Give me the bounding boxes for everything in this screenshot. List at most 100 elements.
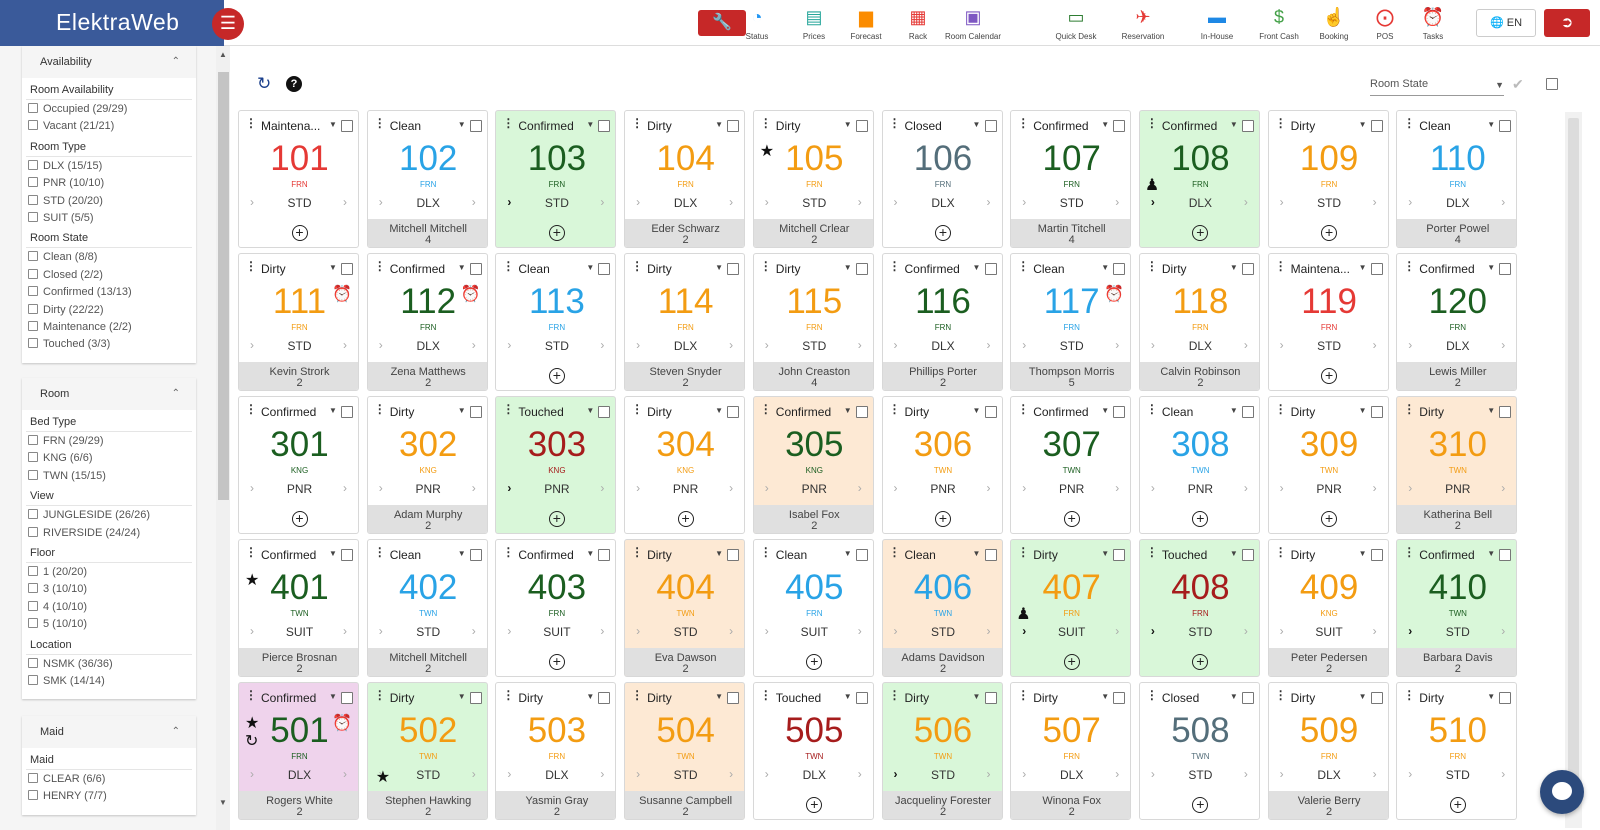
nav-quick-desk[interactable]: ▭ Quick Desk (1033, 4, 1119, 41)
room-select-checkbox[interactable] (469, 549, 482, 561)
room-card[interactable]: ⋮ Dirty ▼ 109 FRN › STD › + (1267, 110, 1389, 248)
filter-option[interactable]: Clean (8/8) (22, 248, 196, 265)
room-state-text[interactable]: Confirmed (1033, 119, 1089, 133)
filter-option[interactable]: SMK (14/14) (22, 672, 196, 689)
room-card[interactable]: ⋮ Dirty ▼ 510 FRN › STD › + (1396, 682, 1518, 820)
room-number[interactable]: 310 (1428, 425, 1487, 464)
chevron-down-icon[interactable]: ▼ (972, 692, 981, 701)
room-number[interactable]: 113 (528, 282, 585, 321)
chevron-down-icon[interactable]: ▼ (1101, 549, 1110, 558)
chevron-down-icon[interactable]: ▼ (329, 263, 337, 272)
chevron-right-icon[interactable]: › (343, 338, 347, 352)
add-circle-icon[interactable]: + (548, 654, 565, 670)
chevron-left-icon[interactable]: › (1279, 338, 1284, 352)
filter-option[interactable]: JUNGLESIDE (26/26) (22, 506, 196, 523)
room-number[interactable]: 107 (1042, 139, 1101, 178)
room-select-checkbox[interactable] (469, 692, 482, 704)
room-number[interactable]: 302 (398, 425, 458, 464)
add-circle-icon[interactable]: + (548, 225, 565, 241)
chevron-left-icon[interactable]: › (250, 624, 254, 638)
filter-option[interactable]: HENRY (7/7) (22, 787, 196, 804)
room-number[interactable]: 306 (913, 425, 973, 464)
more-vert-icon[interactable]: ⋮ (888, 688, 901, 702)
more-vert-icon[interactable]: ⋮ (1017, 259, 1030, 273)
guest-info[interactable]: Rogers White 2 (239, 791, 358, 819)
sidebar-scroll-thumb[interactable] (218, 72, 229, 500)
select-all-checkbox[interactable] (1546, 78, 1558, 90)
room-select-checkbox[interactable] (1370, 120, 1383, 132)
more-vert-icon[interactable]: ⋮ (631, 116, 644, 130)
room-state-text[interactable]: Dirty (1290, 691, 1316, 705)
room-select-checkbox[interactable] (598, 263, 611, 275)
guest-info[interactable]: Valerie Berry 2 (1268, 791, 1388, 819)
chevron-right-icon[interactable]: › (1243, 481, 1248, 495)
more-vert-icon[interactable]: ⋮ (245, 688, 257, 702)
chevron-right-icon[interactable]: › (600, 338, 605, 352)
room-select-checkbox[interactable] (341, 692, 353, 704)
chevron-left-icon[interactable]: › (764, 767, 769, 781)
guest-info[interactable]: Peter Pedersen 2 (1268, 648, 1388, 676)
chevron-left-icon[interactable]: › (1022, 481, 1027, 495)
room-state-text[interactable]: Confirmed (904, 262, 960, 276)
room-select-checkbox[interactable] (341, 263, 353, 275)
room-state-text[interactable]: Touched (1161, 548, 1208, 562)
more-vert-icon[interactable]: ⋮ (373, 545, 386, 559)
room-state-text[interactable]: Dirty (1290, 405, 1316, 419)
room-card[interactable]: ⋮ Confirmed ▼ 301 KNG › PNR › + (238, 396, 359, 534)
more-vert-icon[interactable]: ⋮ (1145, 688, 1158, 702)
nav-pos[interactable]: ⨀ POS (1352, 4, 1418, 41)
more-vert-icon[interactable]: ⋮ (502, 116, 515, 130)
guest-info[interactable]: Phillips Porter 2 (882, 362, 1002, 390)
room-number[interactable]: 503 (527, 711, 587, 750)
more-vert-icon[interactable]: ⋮ (245, 116, 257, 130)
more-vert-icon[interactable]: ⋮ (1145, 116, 1158, 130)
chevron-left-icon[interactable]: › (893, 767, 898, 781)
room-state-select[interactable]: Room State ▼ (1370, 76, 1504, 96)
room-card[interactable]: ⋮ Dirty ▼ 114 FRN › DLX › Steven Snyder 2 (624, 253, 746, 391)
room-card[interactable]: ⋮ Maintena... ▼ 101 FRN › STD › + (238, 110, 359, 248)
more-vert-icon[interactable]: ⋮ (1274, 116, 1287, 130)
room-state-text[interactable]: Clean (904, 548, 936, 562)
add-circle-icon[interactable]: + (291, 511, 308, 527)
chevron-right-icon[interactable]: › (986, 338, 991, 352)
room-card[interactable]: ⋮ Confirmed ▼ 403 FRN › SUIT › + (495, 539, 617, 677)
chevron-down-icon[interactable]: ▼ (1101, 263, 1110, 272)
room-card[interactable]: ⋮ Touched ▼ 408 FRN › STD › + (1138, 539, 1260, 677)
room-card[interactable]: ⋮ Clean ▼ 406 TWN › STD › Adams Davidson 2 (881, 539, 1003, 677)
filter-option[interactable]: Touched (3/3) (22, 335, 196, 352)
more-vert-icon[interactable]: ⋮ (759, 116, 772, 130)
nav-status[interactable]: ◔ Status (722, 4, 792, 41)
chevron-left-icon[interactable]: › (764, 481, 769, 495)
chevron-down-icon[interactable]: ▼ (715, 263, 724, 272)
filter-option[interactable]: Occupied (29/29) (22, 100, 196, 117)
room-card[interactable]: ⋮ Dirty ▼ 502 TWN › STD › Stephen Hawking 2 ★ (366, 682, 488, 820)
chevron-down-icon[interactable]: ▼ (1487, 692, 1496, 701)
room-card[interactable]: ⋮ Confirmed ▼ 103 FRN › STD › + (495, 110, 617, 248)
chevron-right-icon[interactable]: › (471, 624, 476, 638)
filter-checkbox[interactable] (28, 303, 38, 314)
more-vert-icon[interactable]: ⋮ (759, 259, 772, 273)
room-card[interactable]: ⋮ Confirmed ▼ 107 FRN › STD › Martin Titchell 4 (1010, 110, 1132, 248)
chevron-left-icon[interactable]: › (1150, 481, 1155, 495)
room-number[interactable]: 403 (527, 568, 587, 607)
room-number[interactable]: 408 (1171, 568, 1230, 607)
room-select-checkbox[interactable] (1113, 406, 1126, 418)
guest-info[interactable]: Thompson Morris 5 (1011, 362, 1131, 390)
availability-panel-header[interactable]: Availability ⌃ (22, 46, 196, 78)
chevron-right-icon[interactable]: › (1243, 338, 1248, 352)
room-card[interactable]: ⋮ Dirty ▼ 504 TWN › STD › Susanne Campbell 2 (624, 682, 746, 820)
chevron-right-icon[interactable]: › (986, 481, 991, 495)
chevron-left-icon[interactable]: › (636, 481, 641, 495)
room-number[interactable]: 509 (1299, 711, 1359, 750)
chevron-left-icon[interactable]: › (250, 195, 254, 209)
room-card[interactable]: ⋮ Clean ▼ 113 FRN › STD › + (495, 253, 617, 391)
room-state-text[interactable]: Confirmed (518, 548, 574, 562)
chevron-right-icon[interactable]: › (1372, 481, 1377, 495)
chevron-left-icon[interactable]: › (1279, 624, 1284, 638)
more-vert-icon[interactable]: ⋮ (631, 688, 644, 702)
add-circle-icon[interactable]: + (1192, 797, 1209, 813)
chevron-left-icon[interactable]: › (1408, 195, 1413, 209)
chevron-right-icon[interactable]: › (1372, 767, 1377, 781)
room-state-text[interactable]: Clean (389, 119, 422, 133)
chevron-right-icon[interactable]: › (343, 767, 347, 781)
